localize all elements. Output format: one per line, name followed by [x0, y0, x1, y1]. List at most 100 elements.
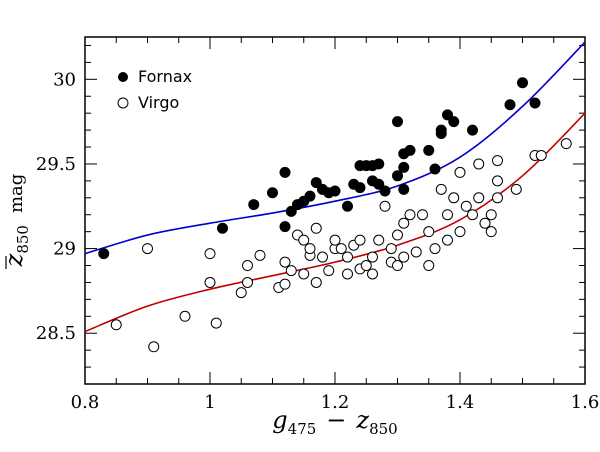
point-virgo — [379, 200, 391, 212]
point-virgo — [492, 155, 503, 167]
point-virgo — [342, 251, 353, 263]
point-virgo — [460, 200, 472, 212]
x-tick-label: 1.4 — [446, 392, 475, 413]
point-fornax — [373, 178, 385, 190]
point-fornax — [404, 144, 416, 156]
point-fornax — [248, 199, 260, 211]
point-fornax — [329, 185, 341, 197]
point-virgo — [342, 268, 353, 280]
x-tick-label: 1 — [204, 392, 215, 413]
point-virgo — [210, 317, 222, 329]
point-virgo — [354, 234, 366, 246]
point-virgo — [142, 243, 153, 255]
point-fornax — [398, 161, 410, 173]
legend-label-virgo: Virgo — [138, 93, 179, 112]
point-fornax — [435, 124, 447, 136]
point-fornax — [310, 177, 322, 189]
point-virgo — [448, 192, 460, 204]
point-virgo — [310, 276, 322, 288]
point-virgo — [242, 260, 253, 272]
tick-labels: 0.8 1 1.2 1.4 1.6 28.5 29 29.5 30 — [36, 69, 599, 413]
point-virgo — [323, 265, 335, 277]
legend-label-fornax: Fornax — [138, 67, 192, 86]
point-virgo — [360, 260, 372, 272]
point-fornax — [504, 99, 516, 111]
point-virgo — [535, 149, 547, 161]
point-virgo — [392, 260, 403, 272]
point-virgo — [304, 243, 316, 255]
point-virgo — [367, 251, 378, 263]
point-virgo — [285, 265, 297, 277]
point-fornax — [98, 248, 110, 260]
point-virgo — [479, 217, 491, 229]
point-virgo — [148, 341, 160, 353]
plot-area — [84, 36, 586, 385]
point-virgo — [473, 192, 485, 204]
x-axis-label: g475− z850 — [272, 406, 397, 438]
point-virgo — [110, 319, 122, 331]
point-virgo — [235, 287, 247, 299]
point-virgo — [392, 229, 403, 241]
point-fornax — [448, 116, 460, 128]
point-fornax — [217, 222, 228, 234]
point-virgo — [417, 209, 428, 221]
point-virgo — [454, 166, 466, 178]
point-fornax — [279, 221, 291, 233]
point-virgo — [385, 243, 397, 255]
x-tick-label: 1.6 — [571, 392, 600, 413]
point-virgo — [204, 276, 216, 288]
point-virgo — [423, 226, 435, 238]
point-virgo — [492, 175, 503, 187]
point-virgo — [204, 248, 216, 260]
point-fornax — [467, 124, 478, 136]
point-virgo — [398, 217, 410, 229]
point-fornax — [379, 185, 391, 197]
point-virgo — [429, 243, 441, 255]
point-virgo — [254, 249, 266, 261]
point-virgo — [454, 226, 466, 238]
point-fornax — [279, 166, 291, 178]
point-fornax — [423, 144, 435, 156]
data-points — [98, 77, 572, 353]
point-virgo — [242, 276, 253, 288]
y-axis-label: z850mag — [0, 174, 32, 268]
point-fornax — [517, 77, 528, 89]
legend: Fornax Virgo — [117, 67, 192, 112]
axis-ticks — [84, 37, 586, 385]
y-tick-label: 29 — [53, 239, 76, 260]
point-virgo — [398, 251, 410, 263]
point-virgo — [492, 192, 503, 204]
fit-curves — [84, 41, 586, 333]
fit-curve-virgo — [84, 112, 586, 333]
point-virgo — [510, 183, 522, 195]
point-virgo — [310, 222, 322, 234]
point-virgo — [298, 234, 310, 246]
point-virgo — [485, 209, 497, 221]
point-virgo — [279, 256, 291, 268]
legend-marker-fornax — [118, 72, 128, 82]
point-virgo — [373, 234, 385, 246]
point-virgo — [410, 246, 422, 258]
point-virgo — [442, 209, 453, 221]
y-tick-label: 29.5 — [36, 154, 76, 175]
point-virgo — [367, 268, 378, 280]
point-fornax — [267, 187, 278, 199]
x-tick-label: 0.8 — [71, 392, 100, 413]
y-tick-label: 28.5 — [36, 323, 76, 344]
point-virgo — [404, 209, 416, 221]
point-fornax — [529, 97, 541, 109]
point-fornax — [429, 163, 441, 175]
fit-curve-fornax — [84, 41, 586, 255]
point-fornax — [442, 109, 453, 121]
point-virgo — [279, 278, 291, 290]
point-virgo — [423, 260, 435, 272]
legend-marker-virgo — [117, 97, 129, 109]
point-fornax — [373, 158, 385, 170]
point-virgo — [329, 234, 341, 246]
point-fornax — [304, 190, 316, 202]
point-virgo — [335, 243, 347, 255]
point-fornax — [342, 200, 353, 212]
point-virgo — [298, 268, 310, 280]
x-tick-label: 1.2 — [321, 392, 350, 413]
